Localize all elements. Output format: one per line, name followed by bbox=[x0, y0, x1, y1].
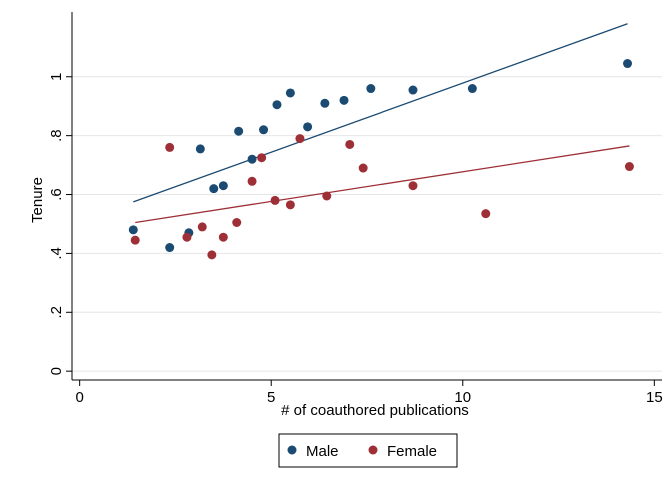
x-tick-label-1: 5 bbox=[267, 389, 275, 406]
female-point-13 bbox=[345, 139, 355, 149]
x-axis-title: # of coauthored publications bbox=[281, 402, 469, 419]
data-points bbox=[128, 59, 634, 260]
grid-layer bbox=[72, 76, 662, 372]
fit-lines bbox=[133, 23, 630, 224]
female-point-14 bbox=[358, 163, 368, 173]
female-point-3 bbox=[197, 222, 207, 232]
x-tick-label-0: 0 bbox=[75, 389, 83, 406]
male-point-10 bbox=[285, 88, 295, 98]
x-tick-label-2: 10 bbox=[454, 389, 471, 406]
axes-layer: 0.2.4.6.810 5 10 15 bbox=[48, 12, 663, 406]
male-point-15 bbox=[408, 85, 418, 95]
female-point-1 bbox=[165, 142, 175, 152]
male-fit-line bbox=[133, 23, 628, 203]
legend-male-marker bbox=[287, 445, 297, 455]
legend-male-label: Male bbox=[306, 443, 339, 460]
male-point-11 bbox=[303, 122, 313, 132]
female-point-4 bbox=[207, 250, 217, 260]
male-point-7 bbox=[247, 154, 257, 164]
female-point-12 bbox=[322, 191, 332, 201]
female-point-9 bbox=[270, 195, 280, 205]
y-tick-label-1: .2 bbox=[48, 306, 65, 319]
male-point-9 bbox=[272, 100, 282, 110]
female-point-7 bbox=[247, 176, 257, 186]
female-point-11 bbox=[295, 134, 305, 144]
female-point-5 bbox=[218, 232, 228, 242]
y-axis-title: Tenure bbox=[29, 177, 46, 223]
male-point-17 bbox=[623, 59, 633, 69]
legend-female-label: Female bbox=[387, 443, 437, 460]
male-point-3 bbox=[195, 144, 205, 154]
y-tick-label-5: 1 bbox=[48, 73, 65, 81]
male-point-16 bbox=[467, 84, 477, 94]
y-tick-label-2: .4 bbox=[48, 247, 65, 260]
female-point-16 bbox=[481, 209, 491, 219]
y-tick-label-3: .6 bbox=[48, 188, 65, 201]
female-point-17 bbox=[624, 162, 634, 172]
legend: Male Female bbox=[278, 433, 458, 468]
male-point-14 bbox=[366, 84, 376, 94]
male-point-8 bbox=[259, 125, 269, 135]
x-tick-label-3: 15 bbox=[646, 389, 663, 406]
female-fit-line bbox=[135, 145, 630, 224]
male-point-5 bbox=[218, 181, 228, 191]
female-point-10 bbox=[285, 200, 295, 210]
male-point-12 bbox=[320, 98, 330, 108]
female-point-6 bbox=[232, 217, 242, 227]
y-tick-label-0: 0 bbox=[48, 367, 65, 375]
legend-box bbox=[278, 433, 458, 468]
female-point-15 bbox=[408, 181, 418, 191]
male-point-4 bbox=[209, 184, 219, 194]
legend-female-marker bbox=[368, 445, 378, 455]
male-point-0 bbox=[128, 225, 138, 235]
female-point-2 bbox=[182, 232, 192, 242]
female-point-8 bbox=[257, 153, 267, 163]
male-point-6 bbox=[234, 126, 244, 136]
y-tick-label-4: .8 bbox=[48, 129, 65, 142]
male-point-1 bbox=[165, 243, 175, 253]
female-point-0 bbox=[130, 235, 140, 245]
male-point-13 bbox=[339, 95, 349, 105]
